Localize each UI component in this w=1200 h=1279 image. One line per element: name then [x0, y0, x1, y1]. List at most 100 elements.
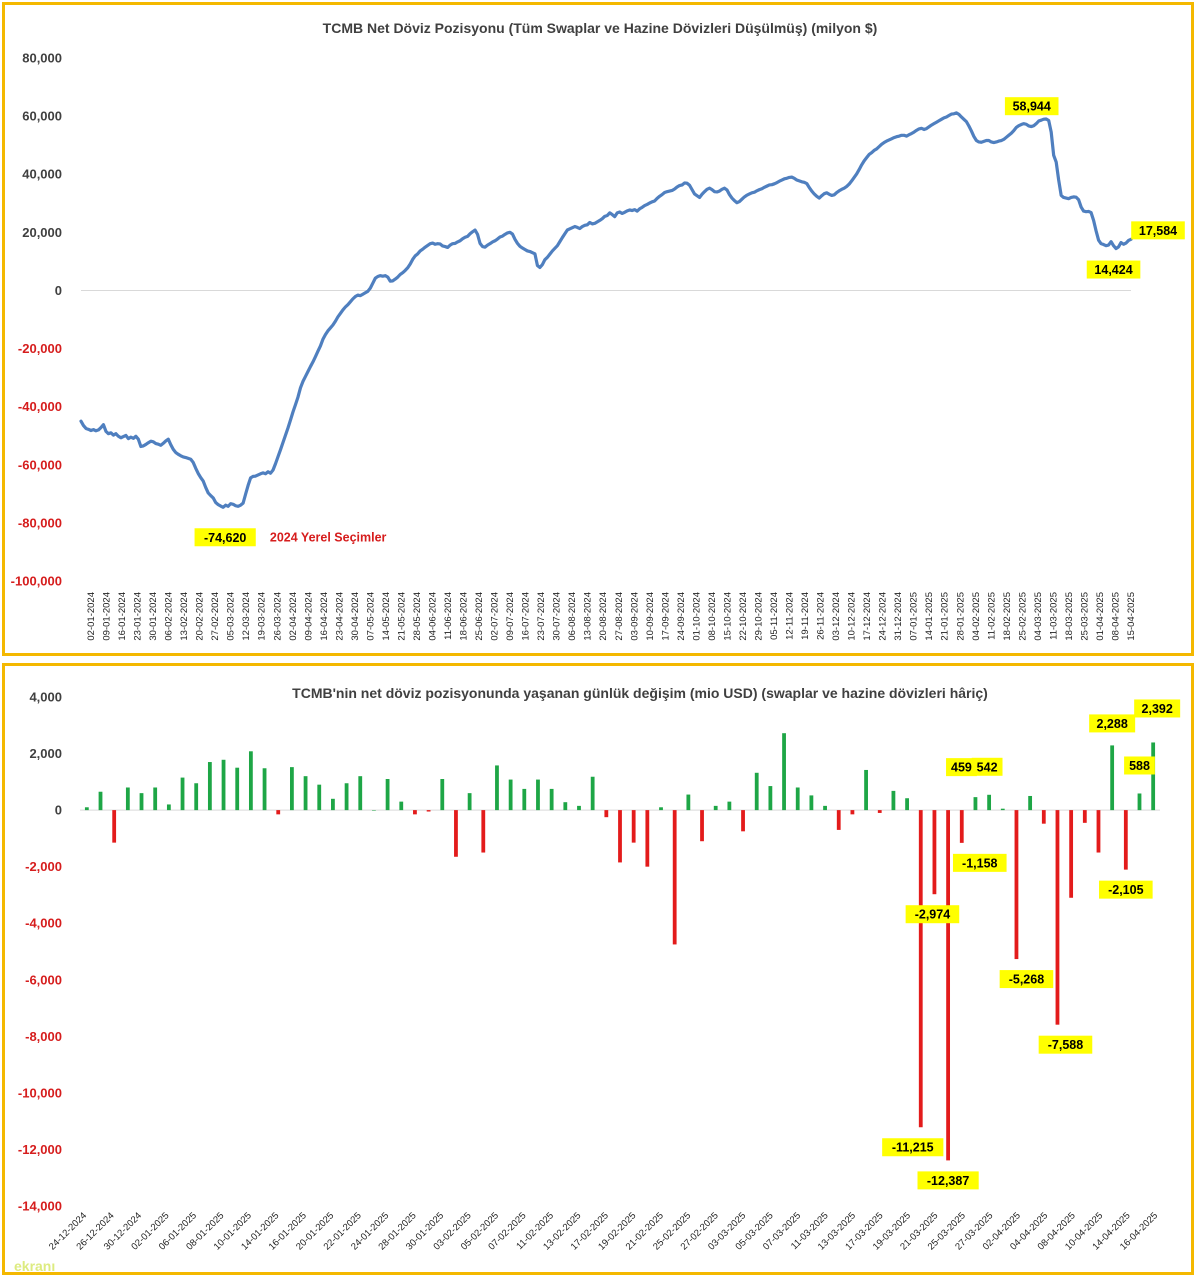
bar	[741, 810, 745, 832]
line-x-tick-label: 26-11-2024	[816, 592, 827, 640]
line-x-tick-label: 12-03-2024	[241, 592, 252, 641]
line-x-tick-label: 07-05-2024	[365, 592, 376, 641]
bar	[235, 767, 240, 811]
min-value-callout-box	[194, 528, 256, 547]
line-y-tick-label: -80,000	[18, 515, 62, 530]
bar-y-tick-label: 0	[55, 803, 62, 818]
line-x-tick-label: 16-01-2024	[117, 592, 128, 641]
line-x-tick-label: 23-07-2024	[536, 592, 547, 641]
peak-value-callout-box	[1004, 97, 1059, 116]
line-chart-title: TCMB Net Döviz Pozisyonu (Tüm Swaplar ve…	[323, 20, 878, 36]
bar	[481, 810, 486, 853]
line-x-tick-label: 23-01-2024	[133, 592, 144, 641]
bar	[1082, 810, 1087, 823]
line-x-tick-label: 15-10-2024	[722, 592, 733, 641]
line-x-tick-label: 11-06-2024	[443, 592, 454, 640]
line-x-tick-label: 15-04-2025	[1126, 592, 1137, 641]
bar	[905, 798, 909, 811]
line-y-tick-label: 60,000	[22, 109, 62, 124]
line-x-tick-label: 18-06-2024	[459, 592, 470, 641]
line-x-tick-label: 24-12-2024	[878, 592, 889, 641]
bar-value-callout: 542	[977, 760, 998, 774]
line-x-tick-label: 07-01-2025	[909, 592, 920, 641]
bar	[932, 810, 937, 895]
bar-value-callout-box	[917, 1171, 979, 1190]
line-x-tick-label: 30-01-2024	[148, 592, 159, 641]
line-x-tick-label: 06-02-2024	[164, 592, 175, 641]
bar-y-tick-label: -2,000	[25, 859, 62, 874]
line-x-tick-label: 08-04-2025	[1110, 592, 1121, 641]
line-x-tick-label: 03-09-2024	[629, 592, 640, 641]
line-y-tick-label: 80,000	[22, 51, 62, 66]
bar-y-tick-label: -12,000	[18, 1142, 62, 1157]
bar-y-tick-label: 4,000	[29, 690, 62, 705]
bar	[645, 810, 650, 867]
line-x-tick-label: 20-08-2024	[598, 592, 609, 641]
line-x-tick-label: 18-03-2025	[1064, 592, 1075, 641]
bar	[536, 779, 540, 811]
line-y-tick-label: -40,000	[18, 399, 62, 414]
bar	[946, 810, 951, 1161]
line-x-tick-label: 16-04-2024	[319, 592, 330, 641]
bar	[221, 759, 226, 811]
bar	[1151, 742, 1156, 811]
bar-value-callout-box	[905, 905, 960, 924]
line-x-tick-label: 11-03-2025	[1048, 592, 1059, 640]
line-x-tick-label: 05-03-2024	[226, 592, 237, 641]
bar-value-callout: -12,387	[927, 1174, 969, 1188]
line-x-tick-label: 14-05-2024	[381, 592, 392, 641]
bar-value-callout: 2,288	[1097, 717, 1128, 731]
bar	[850, 810, 855, 815]
bar	[864, 769, 868, 811]
bar	[659, 807, 663, 811]
bar-chart: 4,000 2,000 0 -2,000 -4,000 -6,000 -8,000 -10,0…	[18, 690, 1181, 1252]
bar	[317, 784, 322, 811]
line-x-tick-label: 25-02-2025	[1017, 592, 1028, 641]
election-annotation: 2024 Yerel Seçimler	[270, 530, 387, 544]
bar-y-tick-label: -10,000	[18, 1085, 62, 1100]
bar	[782, 733, 786, 811]
bar-value-callout-box	[882, 1138, 944, 1157]
bar-value-callout: -11,215	[892, 1141, 934, 1155]
line-x-tick-label: 22-10-2024	[738, 592, 749, 641]
bar	[454, 810, 458, 857]
line-x-tick-label: 01-04-2025	[1095, 592, 1106, 641]
line-x-tick-label: 08-10-2024	[707, 592, 718, 641]
line-x-tick-label: 31-12-2024	[893, 592, 904, 641]
bar	[1069, 810, 1074, 898]
line-y-tick-label: 20,000	[22, 225, 62, 240]
bar	[467, 793, 472, 811]
line-x-tick-label: 23-04-2024	[334, 592, 345, 641]
line-x-tick-label: 25-06-2024	[474, 592, 485, 641]
bar	[1041, 810, 1046, 824]
bar	[262, 768, 267, 811]
bar-value-callout: -1,158	[962, 856, 997, 870]
bar-value-callout: 459	[951, 761, 972, 775]
line-x-tick-label: 16-07-2024	[521, 592, 532, 641]
bar	[1055, 810, 1060, 1025]
bar	[112, 810, 117, 843]
bar	[604, 810, 609, 818]
bar	[1000, 808, 1005, 811]
line-x-tick-label: 21-01-2025	[940, 592, 951, 641]
line-x-tick-label: 01-10-2024	[691, 592, 702, 641]
line-y-tick-label: -100,000	[11, 574, 62, 589]
line-x-tick-label: 09-01-2024	[102, 592, 113, 641]
bar	[276, 810, 281, 815]
bar	[495, 765, 499, 811]
bar	[358, 776, 363, 811]
line-x-tick-label: 21-05-2024	[396, 592, 407, 641]
bar-chart-title: TCMB'nin net döviz pozisyonunda yaşanan …	[292, 685, 988, 701]
line-x-tick-label: 26-03-2024	[272, 592, 283, 641]
bar-value-callout-box	[1089, 714, 1136, 733]
min-value-callout: -74,620	[204, 531, 246, 545]
line-x-tick-label: 03-12-2024	[831, 592, 842, 641]
line-x-tick-label: 13-08-2024	[583, 592, 594, 641]
bar	[98, 791, 103, 811]
line-x-tick-label: 24-09-2024	[676, 592, 687, 641]
bar-y-tick-label: -6,000	[25, 972, 62, 987]
line-chart-panel	[2, 2, 1194, 656]
line-x-tick-label: 05-11-2024	[769, 592, 780, 640]
line-x-tick-label: 30-04-2024	[350, 592, 361, 641]
bar	[727, 801, 732, 811]
